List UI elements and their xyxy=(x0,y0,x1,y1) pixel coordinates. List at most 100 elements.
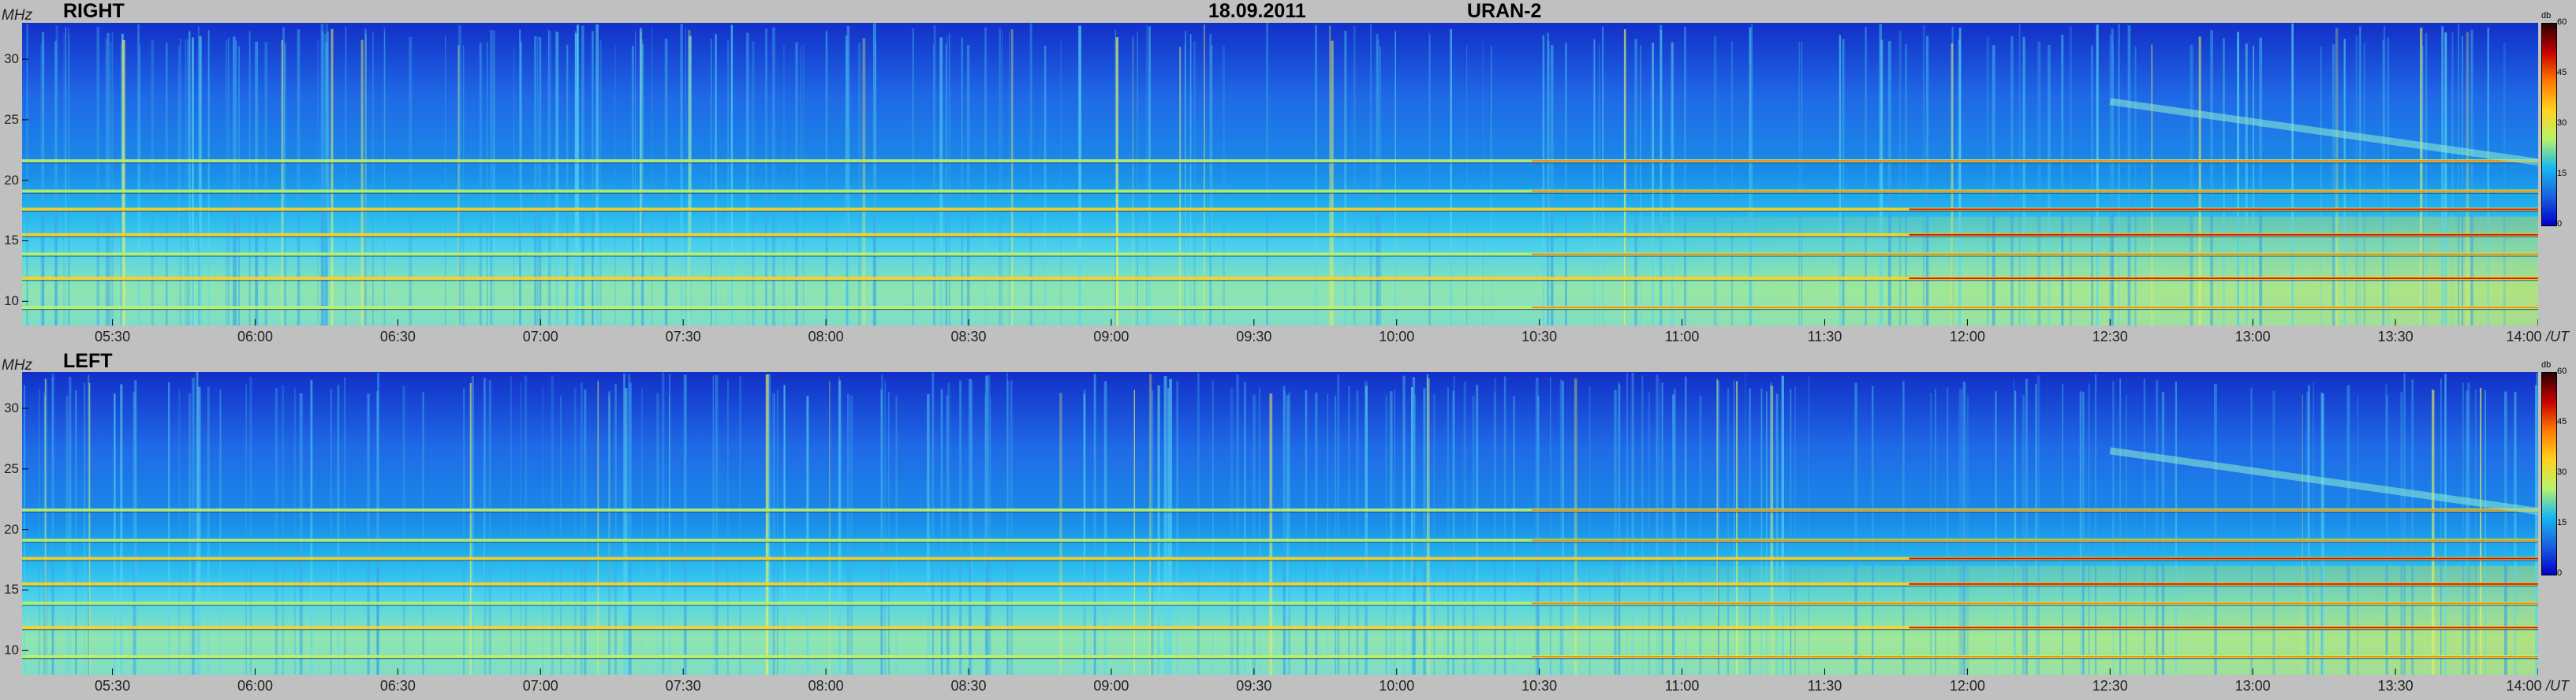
burst-line xyxy=(1463,382,1466,675)
burst-line xyxy=(2313,382,2314,675)
interference-line xyxy=(22,277,2538,281)
burst-line xyxy=(2466,390,2469,675)
burst-line xyxy=(2151,44,2153,326)
burst-line xyxy=(1618,384,1621,675)
burst-line xyxy=(1854,382,1857,675)
burst-line xyxy=(1562,381,1564,675)
interference-shadow xyxy=(22,629,2538,631)
burst-line xyxy=(133,391,136,675)
burst-line xyxy=(730,24,734,326)
burst-line xyxy=(51,373,55,675)
burst-line xyxy=(1770,382,1773,675)
burst-line xyxy=(927,394,930,675)
burst-line xyxy=(2061,35,2064,326)
burst-line xyxy=(1656,374,1659,675)
burst-line xyxy=(1376,33,1379,326)
burst-line xyxy=(987,375,991,675)
x-tick-label: 13:30 xyxy=(2377,678,2414,694)
burst-line xyxy=(1550,377,1551,675)
burst-line xyxy=(1749,27,1751,326)
burst-line xyxy=(1337,374,1340,675)
burst-line xyxy=(2444,374,2447,675)
burst-line xyxy=(1958,389,1962,675)
burst-line xyxy=(2018,24,2021,326)
burst-line xyxy=(68,28,69,326)
burst-line xyxy=(849,395,853,675)
burst-line xyxy=(1648,393,1651,675)
colorbar-tick-label: 30 xyxy=(2557,118,2567,128)
burst-line xyxy=(2010,35,2014,326)
burst-line xyxy=(1093,374,1096,675)
burst-line xyxy=(566,44,569,326)
burst-line xyxy=(623,373,625,675)
burst-line xyxy=(520,42,522,326)
burst-line xyxy=(110,42,112,326)
burst-line xyxy=(1010,380,1013,675)
burst-line xyxy=(961,37,963,326)
burst-line xyxy=(177,46,180,326)
colorbar-unit-left: db xyxy=(2541,360,2552,370)
burst-line xyxy=(84,382,86,675)
burst-line xyxy=(887,392,890,675)
x-tick-label: 12:00 xyxy=(1949,678,1985,694)
interference-line xyxy=(22,508,2538,512)
x-tick-label: 06:00 xyxy=(237,678,273,694)
burst-line xyxy=(2440,378,2442,675)
burst-line xyxy=(139,45,141,326)
burst-line xyxy=(1716,378,1718,675)
burst-line xyxy=(1503,376,1506,675)
burst-line xyxy=(806,396,809,675)
burst-line xyxy=(1641,375,1644,675)
burst-line xyxy=(2383,26,2386,326)
burst-line xyxy=(2035,384,2037,675)
interference-core xyxy=(1532,160,2538,162)
burst-line xyxy=(641,387,643,675)
burst-line xyxy=(1327,393,1328,675)
burst-line xyxy=(2320,47,2322,326)
burst-line xyxy=(1379,46,1381,326)
burst-line xyxy=(2432,389,2435,675)
burst-line xyxy=(281,39,284,326)
burst-line xyxy=(1749,388,1751,675)
burst-line xyxy=(1962,382,1966,675)
burst-line xyxy=(847,393,849,675)
burst-line xyxy=(1986,36,1989,326)
burst-line xyxy=(284,43,286,326)
colorbar-tick-label: 60 xyxy=(2557,367,2567,376)
burst-line xyxy=(105,38,108,326)
burst-line xyxy=(1626,373,1628,675)
burst-line xyxy=(1385,395,1387,675)
interference-line xyxy=(22,538,2538,542)
interference-core xyxy=(1909,557,2538,560)
burst-line xyxy=(226,39,228,326)
x-tick-label: 06:30 xyxy=(379,329,416,344)
burst-line xyxy=(1193,41,1196,326)
burst-line xyxy=(2062,384,2063,675)
x-tick-label: 09:00 xyxy=(1093,329,1129,344)
burst-line xyxy=(838,376,840,675)
burst-line xyxy=(595,24,599,326)
burst-line xyxy=(1727,389,1730,675)
burst-line xyxy=(187,39,189,326)
burst-line xyxy=(573,388,577,675)
burst-line xyxy=(2467,382,2470,675)
burst-line xyxy=(457,45,460,326)
burst-line xyxy=(895,395,898,675)
colorbar-left xyxy=(2541,372,2557,575)
burst-line xyxy=(1922,24,1925,326)
burst-line xyxy=(985,375,988,675)
burst-line xyxy=(1426,374,1429,675)
burst-line xyxy=(1185,31,1186,326)
burst-line xyxy=(384,32,386,326)
burst-line xyxy=(858,43,861,326)
burst-line xyxy=(2421,39,2422,326)
burst-line xyxy=(320,23,324,326)
y-tick-label: 30 xyxy=(4,51,19,67)
x-tick-label: 07:30 xyxy=(665,678,701,694)
burst-line xyxy=(69,377,72,675)
burst-line xyxy=(1176,381,1178,675)
burst-line xyxy=(1145,25,1148,326)
burst-line xyxy=(207,386,210,675)
burst-line xyxy=(1865,27,1867,326)
burst-line xyxy=(880,389,883,675)
